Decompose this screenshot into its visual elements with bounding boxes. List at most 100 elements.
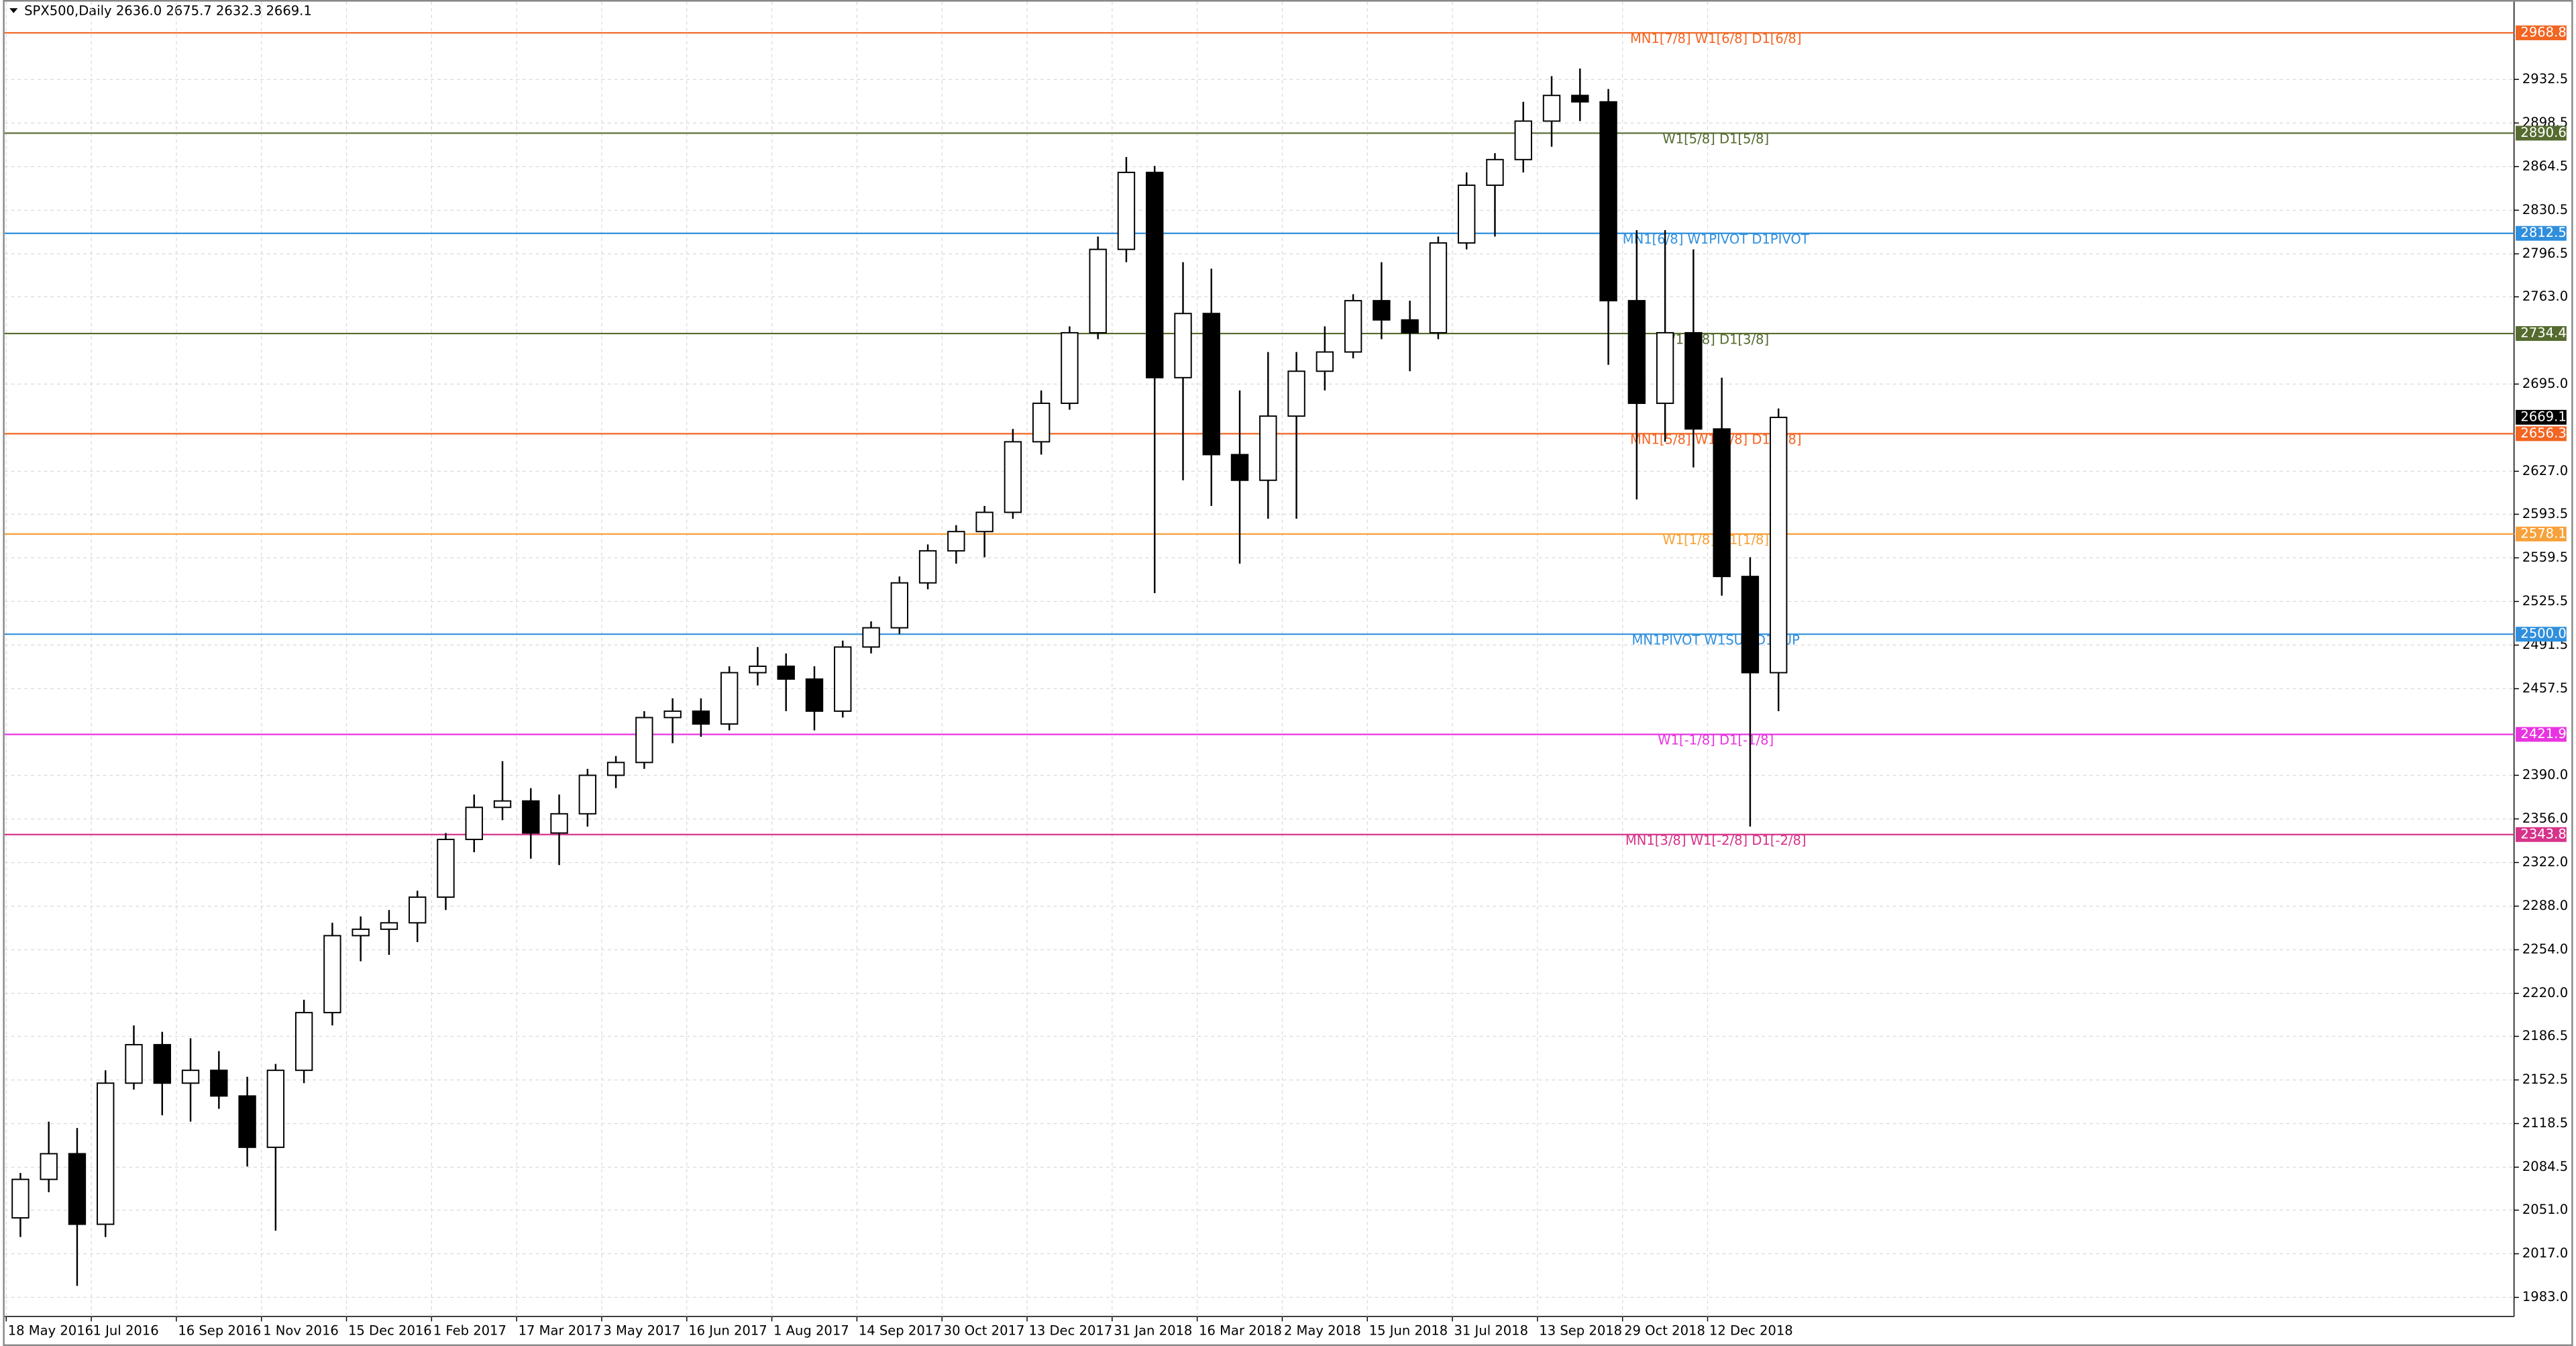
candle-body [692, 710, 710, 725]
level-tag-text: 2578.1 [2520, 525, 2566, 541]
y-tick-label: 2356.0 [2522, 811, 2568, 826]
x-tick-label: 31 Jan 2018 [1114, 1323, 1192, 1339]
candle-body [1514, 120, 1532, 160]
candle-body [1571, 95, 1589, 103]
candle-body [68, 1153, 87, 1225]
candle-body [1344, 300, 1362, 353]
candle-body [749, 665, 767, 674]
level-tag-text: 2421.9 [2520, 726, 2566, 741]
candle-body [635, 717, 653, 764]
candle-body [1656, 331, 1674, 405]
y-tick-label: 2593.5 [2522, 506, 2568, 521]
candle-body [947, 531, 965, 552]
candle-body [1429, 242, 1448, 333]
y-tick-label: 2932.5 [2522, 71, 2568, 87]
chart-title: SPX500,Daily 2636.0 2675.7 2632.3 2669.1 [24, 3, 312, 19]
candle-body [663, 710, 682, 719]
level-label: W1[5/8] D1[5/8] [1662, 132, 1769, 147]
candle-body [1741, 576, 1760, 674]
y-tick-label: 2627.0 [2522, 463, 2568, 478]
y-tick-label: 2017.0 [2522, 1245, 2568, 1261]
level-tag [2516, 426, 2567, 442]
x-tick-label: 30 Oct 2017 [944, 1323, 1025, 1339]
y-tick-label: 2084.5 [2522, 1159, 2568, 1174]
x-tick-label: 13 Sep 2018 [1539, 1323, 1622, 1339]
y-tick-label: 2118.5 [2522, 1115, 2568, 1131]
x-tick-label: 3 May 2017 [603, 1323, 680, 1339]
candle-body [153, 1043, 171, 1084]
y-tick-label: 2220.0 [2522, 985, 2568, 1000]
candle-body [238, 1095, 256, 1148]
candle-body [11, 1178, 30, 1219]
level-label: MN1[6/8] W1PIVOT D1PIVOT [1623, 231, 1809, 247]
candle-body [1769, 417, 1788, 674]
x-tick-label: 16 Sep 2016 [178, 1323, 261, 1339]
candle-body [181, 1070, 200, 1084]
dropdown-icon [9, 8, 18, 13]
candle-body [578, 774, 597, 815]
candle-body [777, 665, 795, 680]
candle-body [493, 800, 512, 809]
level-tag [2516, 326, 2567, 342]
candle-body [862, 627, 880, 648]
candle-body [522, 800, 540, 834]
y-tick-label: 2796.5 [2522, 246, 2568, 261]
x-tick-label: 2 May 2018 [1284, 1323, 1361, 1339]
candle-body [1117, 171, 1136, 250]
candle-body [1542, 95, 1561, 122]
candle-body [1287, 370, 1305, 417]
y-tick-label: 2288.0 [2522, 898, 2568, 913]
candle-body [1373, 300, 1391, 321]
x-tick-label: 13 Dec 2017 [1028, 1323, 1112, 1339]
candle-body [890, 582, 908, 629]
y-tick-label: 2186.5 [2522, 1028, 2568, 1043]
level-tag [2516, 627, 2567, 642]
x-tick-label: 12 Dec 2018 [1709, 1323, 1793, 1339]
level-tag [2516, 25, 2567, 40]
level-tag-text: 2734.4 [2520, 325, 2566, 341]
y-tick-label: 1983.0 [2522, 1289, 2568, 1304]
candle-body [720, 672, 739, 725]
y-tick-label: 2152.5 [2522, 1072, 2568, 1087]
candle-body [125, 1043, 143, 1084]
y-tick-label: 2525.5 [2522, 593, 2568, 609]
level-tag-text: 2812.5 [2520, 225, 2566, 240]
candle-body [834, 646, 852, 712]
candle-body [1004, 441, 1022, 513]
x-tick-label: 15 Dec 2016 [348, 1323, 432, 1339]
candle-body [918, 550, 937, 584]
x-tick-label: 17 Mar 2017 [519, 1323, 602, 1339]
x-tick-label: 1 Nov 2016 [263, 1323, 339, 1339]
x-tick-label: 29 Oct 2018 [1624, 1323, 1705, 1339]
x-tick-label: 15 Jun 2018 [1369, 1323, 1448, 1339]
candle-body [1230, 454, 1249, 481]
candle-body [210, 1070, 228, 1097]
candle-body [606, 762, 625, 776]
x-tick-label: 31 Jul 2018 [1454, 1323, 1529, 1339]
candle-body [409, 896, 427, 924]
candle-body [1174, 313, 1192, 378]
candle-body [1032, 403, 1051, 443]
candle-body [1202, 313, 1220, 456]
candle-body [1684, 331, 1703, 430]
candle-body [1486, 158, 1504, 187]
level-tag [2516, 526, 2567, 541]
y-tick-label: 2559.5 [2522, 550, 2568, 565]
candle-body [1089, 248, 1107, 333]
level-label: W1[3/8] D1[3/8] [1662, 331, 1769, 347]
candle-body [40, 1153, 58, 1180]
last-price-text: 2669.1 [2520, 409, 2566, 424]
y-tick-label: 2254.0 [2522, 941, 2568, 957]
level-tag [2516, 727, 2567, 742]
y-tick-label: 2390.0 [2522, 767, 2568, 782]
level-tag-text: 2890.6 [2520, 125, 2566, 140]
candle-body [1713, 428, 1731, 578]
candle-body [975, 511, 994, 533]
y-tick-label: 2830.5 [2522, 202, 2568, 217]
candle-body [294, 1012, 313, 1072]
y-tick-label: 2864.5 [2522, 158, 2568, 174]
candle-body [323, 935, 341, 1014]
level-tag [2516, 125, 2567, 141]
